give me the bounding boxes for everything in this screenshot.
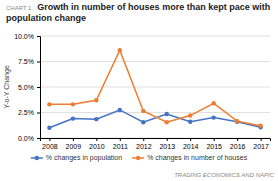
point [118, 108, 122, 112]
tick: 2011 [113, 138, 128, 150]
tick-mark [143, 138, 144, 141]
tick-label: 5.0% [18, 84, 34, 91]
tick: 2.5% [18, 109, 40, 116]
tick-mark [37, 113, 40, 114]
tick-mark [96, 138, 97, 141]
axis-line [37, 37, 41, 139]
grid-line [40, 112, 270, 113]
x-axis: 2008 2009 2010 2011 2012 2013 2014 2015 2016 2017 [41, 138, 271, 150]
point [94, 98, 98, 102]
point [118, 48, 122, 52]
tick: 0.0% [18, 135, 40, 142]
tick: 2009 [66, 138, 82, 150]
tick-label: 2008 [42, 143, 58, 150]
point [141, 120, 145, 124]
chart-svg: CHART 1. Growth in number of houses more … [0, 0, 278, 181]
point [94, 117, 98, 121]
point [235, 119, 239, 123]
tick-label: 0.0% [18, 135, 34, 142]
tick: 2015 [206, 138, 222, 150]
tick: 7.5% [18, 58, 40, 65]
legend-item: % changes in number of houses [132, 154, 248, 162]
tick-mark [214, 138, 215, 141]
point [211, 115, 215, 119]
source: TRADING ECONOMICS AND NAPIC [174, 172, 274, 178]
legend-item: % changes in population [31, 154, 122, 162]
legend-label: % changes in number of houses [147, 154, 248, 162]
tick-label: 2017 [253, 143, 269, 150]
axis-line [41, 139, 271, 142]
tick: 10.0% [14, 33, 40, 40]
marks [47, 48, 263, 130]
tick-mark [237, 138, 238, 141]
tick: 2010 [89, 138, 105, 150]
tick-label: 2009 [66, 143, 82, 150]
tick-mark [49, 138, 50, 141]
point [165, 120, 169, 124]
line [49, 50, 260, 125]
tick-label: 2013 [159, 143, 175, 150]
tick: 5.0% [18, 84, 40, 91]
series [47, 48, 263, 128]
tick: 2013 [159, 138, 175, 150]
chart-label: CHART 1. [6, 5, 33, 11]
plot: 2008 2009 2010 2011 2012 2013 2014 2015 2016 2017… [14, 33, 270, 150]
point [165, 112, 169, 116]
grid [40, 36, 270, 138]
legend-marker [35, 156, 39, 160]
tick: 2012 [136, 138, 152, 150]
title-line: Growth in number of houses more than kep… [37, 2, 270, 12]
point [235, 119, 239, 123]
y-axis: 0.0% 2.5% 5.0% 7.5% 10.0% [14, 33, 40, 142]
tick-label: 2015 [206, 143, 222, 150]
tick-mark [37, 62, 40, 63]
point [188, 113, 192, 117]
point [211, 101, 215, 105]
grid-line [40, 87, 270, 88]
series [47, 108, 263, 130]
tick-label: 10.0% [14, 33, 34, 40]
legend-label: % changes in population [46, 154, 122, 162]
tick-mark [190, 138, 191, 141]
tick-label: 2016 [230, 143, 246, 150]
point [258, 124, 262, 128]
chart-container: CHART 1. Growth in number of houses more … [0, 0, 278, 181]
tick-mark [120, 138, 121, 141]
tick-label: 2012 [136, 143, 152, 150]
point [47, 126, 51, 130]
tick: 2008 [42, 138, 58, 150]
grid-line [40, 61, 270, 62]
point [47, 102, 51, 106]
grid-line [40, 36, 270, 37]
tick-label: 2.5% [18, 109, 34, 116]
point [71, 102, 75, 106]
tick-mark [37, 36, 40, 37]
tick: 2016 [230, 138, 246, 150]
point [141, 109, 145, 113]
title: Growth in number of houses more than kep… [6, 2, 270, 23]
tick: 2014 [183, 138, 199, 150]
tick-label: 2010 [89, 143, 105, 150]
tick-label: 2011 [113, 143, 128, 150]
line [49, 110, 260, 128]
tick-label: 2014 [183, 143, 199, 150]
tick-mark [261, 138, 262, 141]
tick-mark [167, 138, 168, 141]
legend: % changes in population % changes in numb… [31, 154, 248, 162]
tick: 2017 [253, 138, 269, 150]
tick-mark [37, 138, 40, 139]
title-line: population change [6, 13, 86, 23]
point [71, 116, 75, 120]
tick-label: 7.5% [18, 58, 34, 65]
tick-mark [37, 87, 40, 88]
legend-marker [136, 156, 140, 160]
point [188, 119, 192, 123]
y-axis-title: Y-o-Y Change [3, 65, 11, 109]
tick-mark [73, 138, 74, 141]
